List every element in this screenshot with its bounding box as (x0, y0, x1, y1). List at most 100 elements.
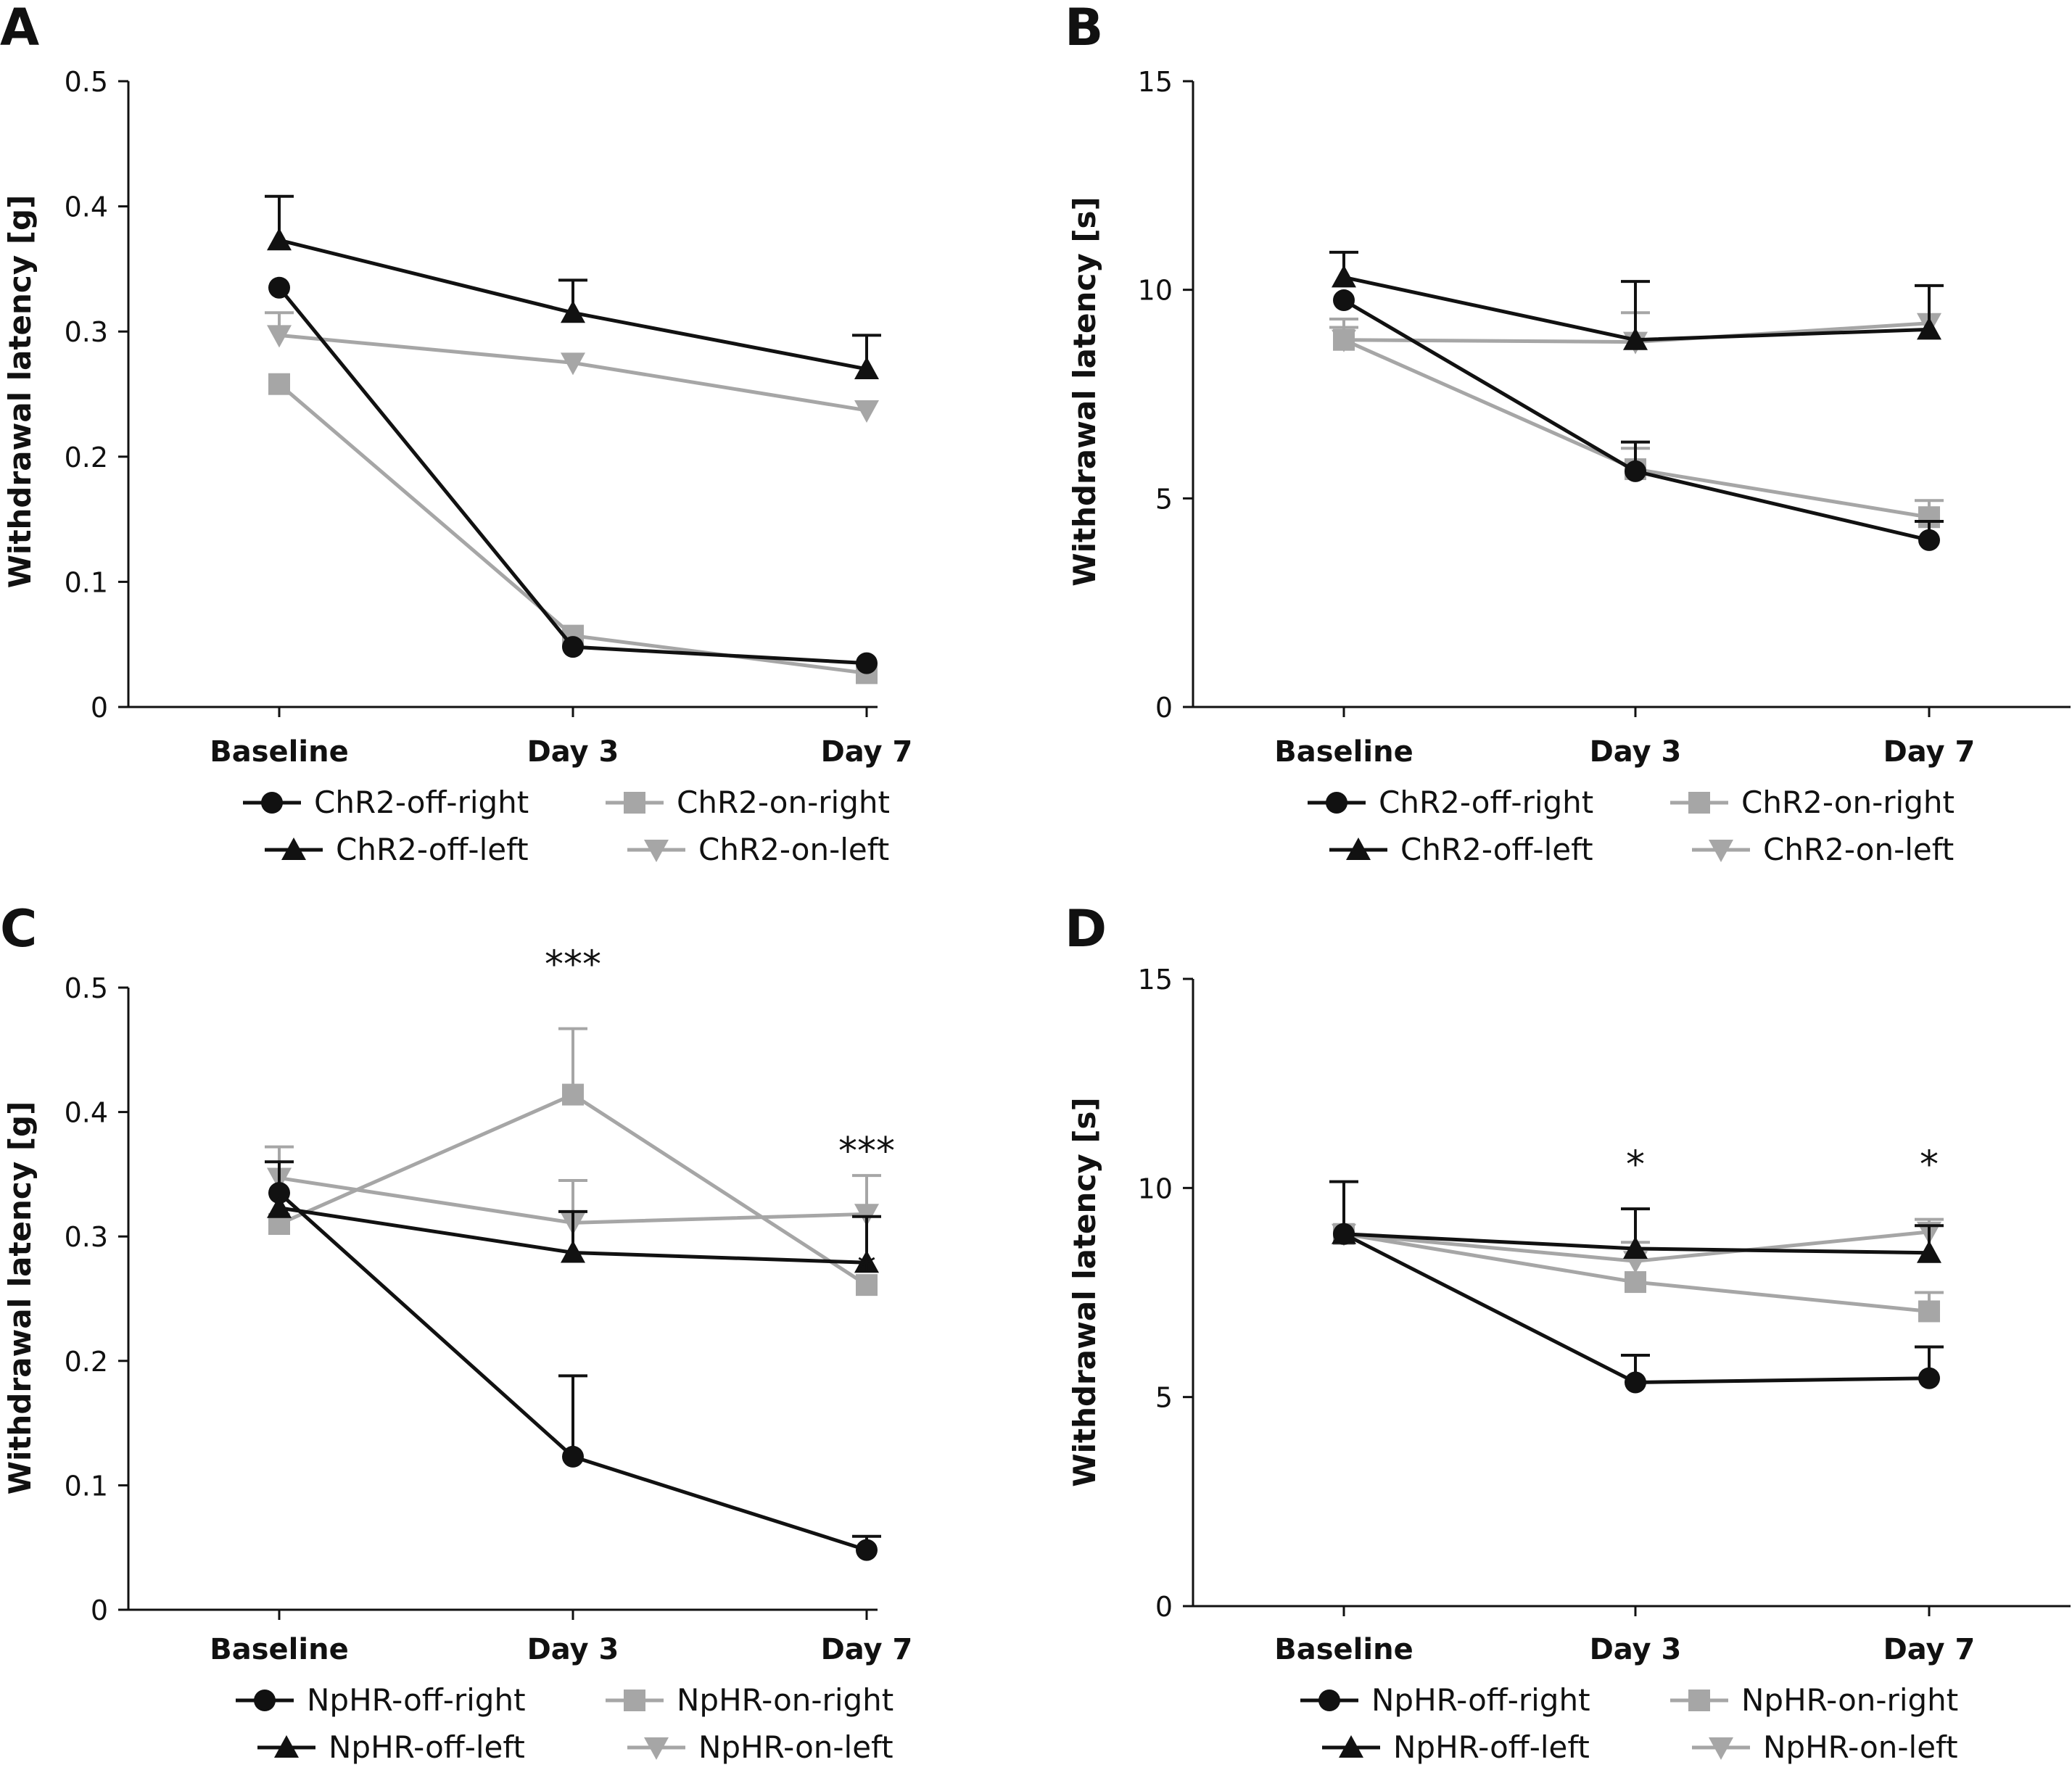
legend-label: ChR2-on-right (677, 785, 890, 820)
legend: ChR2-off-right ChR2-on-right ChR2-off-left… (243, 785, 890, 867)
data-point (854, 400, 879, 423)
legend-marker (254, 1690, 276, 1711)
legend-marker (1688, 792, 1710, 814)
significance-label: *** (838, 1130, 895, 1173)
x-tick-label: Day 3 (1590, 1633, 1682, 1666)
data-point (561, 352, 585, 376)
data-point (562, 1083, 584, 1106)
y-tick-label: 0 (1155, 692, 1173, 724)
data-point (268, 373, 290, 395)
data-point (1918, 529, 1940, 551)
legend-marker (1318, 1690, 1340, 1711)
legend-label: NpHR-off-left (1393, 1729, 1590, 1765)
y-tick-label: 5 (1155, 483, 1173, 515)
y-tick-label: 0.5 (65, 66, 108, 98)
y-tick-label: 0.1 (65, 566, 108, 598)
y-tick-label: 10 (1138, 275, 1173, 307)
data-point (268, 1182, 290, 1204)
legend-item: ChR2-off-right (1308, 785, 1593, 820)
x-tick-label: Baseline (1274, 735, 1413, 769)
legend-label: ChR2-off-right (1379, 785, 1593, 820)
y-tick-label: 0 (91, 1595, 108, 1626)
y-axis-title: Withdrawal latency [g] (2, 195, 38, 589)
panel-A: A 0 0.1 0.2 0.3 0.4 0.5 Baseline Day 3 Day 7 Withd… (0, 0, 912, 867)
data-point (1332, 265, 1356, 288)
data-point (267, 228, 292, 251)
legend-item: ChR2-off-left (265, 832, 529, 867)
panel-C: C 0 0.1 0.2 0.3 0.4 0.5 Baseline Day 3 Day 7 Withd… (0, 899, 912, 1765)
significance-label: *** (545, 943, 601, 987)
data-point (1332, 329, 1356, 352)
x-tick-label: Baseline (1274, 1633, 1413, 1666)
legend-item: ChR2-on-right (1670, 785, 1955, 820)
legend-label: NpHR-on-left (698, 1729, 893, 1765)
series-NpHR-off-right (265, 1160, 881, 1561)
data-point (1623, 1236, 1648, 1259)
panel-letter: A (0, 0, 39, 57)
legend-item: NpHR-on-right (606, 1682, 893, 1718)
series-ChR2-on-right (1329, 326, 1944, 529)
data-point (1625, 460, 1646, 482)
legend: NpHR-off-right NpHR-on-right NpHR-off-left… (236, 1682, 893, 1765)
data-point (561, 1240, 585, 1263)
data-point (562, 636, 584, 658)
data-point (1623, 327, 1648, 350)
data-point (1918, 1367, 1940, 1389)
legend-marker (1339, 1735, 1363, 1758)
y-tick-label: 0.3 (65, 316, 108, 348)
y-tick-label: 10 (1138, 1173, 1173, 1204)
legend: NpHR-off-right NpHR-on-right NpHR-off-left… (1300, 1682, 1958, 1765)
legend-item: NpHR-on-left (1692, 1729, 1958, 1765)
series-line (1342, 338, 1930, 519)
x-tick-label: Baseline (210, 1633, 348, 1666)
x-tick-label: Day 3 (1590, 735, 1682, 769)
legend-label: ChR2-on-left (698, 832, 889, 867)
data-point (1918, 1300, 1940, 1323)
data-point (854, 1250, 879, 1273)
legend-marker (1346, 838, 1371, 860)
legend-item: ChR2-off-left (1329, 832, 1593, 867)
data-point (1917, 1240, 1941, 1263)
legend-item: NpHR-off-left (1322, 1729, 1590, 1765)
significance-label: * (1626, 1144, 1645, 1187)
data-point (1625, 1271, 1646, 1294)
legend-marker (644, 1737, 669, 1760)
data-point (267, 1195, 292, 1218)
x-tick-label: Day 7 (1883, 1633, 1976, 1666)
legend-label: ChR2-on-right (1741, 785, 1955, 820)
data-point (1332, 1221, 1356, 1244)
legend-label: ChR2-on-left (1763, 832, 1954, 867)
panel-D: D 0 5 10 15 Baseline Day 3 Day 7 Withdrawal late… (1065, 899, 2071, 1765)
legend-label: ChR2-off-left (1400, 832, 1593, 867)
legend-item: NpHR-on-left (627, 1729, 893, 1765)
y-tick-label: 0.2 (65, 442, 108, 473)
legend-label: NpHR-on-right (1741, 1682, 1958, 1718)
legend-marker (1688, 1690, 1710, 1711)
y-axis-title: Withdrawal latency [s] (1067, 197, 1102, 586)
x-tick-label: Day 3 (527, 1633, 619, 1666)
series-ChR2-on-right (268, 373, 878, 685)
y-tick-label: 0.1 (65, 1470, 108, 1502)
y-tick-label: 5 (1155, 1382, 1173, 1414)
y-tick-label: 0.2 (65, 1346, 108, 1378)
x-tick-label: Day 7 (821, 735, 913, 769)
series-ChR2-on-left (265, 311, 879, 423)
panel-B: B 0 5 10 15 Baseline Day 3 Day 7 Withdrawal late… (1065, 0, 2071, 867)
data-point (854, 356, 879, 379)
legend-item: ChR2-on-left (1692, 832, 1954, 867)
panel-letter: D (1065, 899, 1107, 959)
y-tick-label: 15 (1138, 66, 1173, 98)
legend-marker (274, 1735, 299, 1758)
significance-label: * (857, 1248, 876, 1291)
data-point (267, 325, 292, 348)
legend-item: ChR2-off-right (243, 785, 529, 820)
legend-item: NpHR-on-right (1670, 1682, 1958, 1718)
data-point (856, 652, 878, 674)
data-point (1333, 289, 1355, 312)
data-point (1917, 317, 1941, 340)
series-ChR2-off-right (268, 276, 878, 674)
significance-label: * (1920, 1144, 1939, 1187)
data-point (1625, 1371, 1646, 1394)
data-point (856, 1274, 878, 1297)
